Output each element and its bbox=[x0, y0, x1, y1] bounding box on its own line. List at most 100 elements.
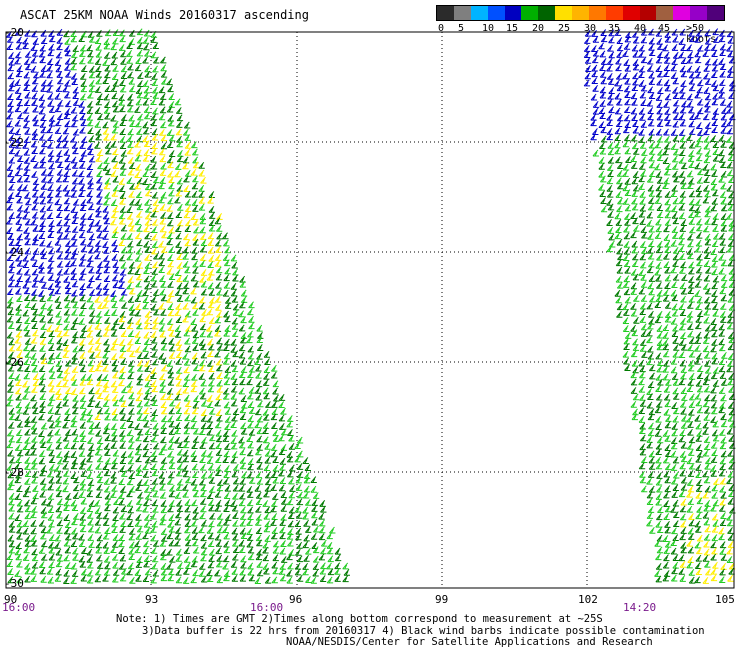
wind-barb bbox=[247, 513, 254, 520]
wind-barb bbox=[134, 64, 142, 72]
wind-barb bbox=[38, 262, 45, 269]
wind-barb bbox=[224, 499, 231, 507]
wind-barb bbox=[646, 175, 654, 183]
wind-barb bbox=[190, 415, 198, 423]
wind-barb bbox=[585, 65, 592, 72]
wind-barb bbox=[688, 211, 695, 219]
wind-barb bbox=[624, 204, 632, 212]
wind-barb bbox=[665, 450, 672, 457]
wind-barb bbox=[191, 352, 199, 360]
wind-barb bbox=[30, 344, 37, 352]
wind-barb bbox=[662, 373, 669, 381]
wind-barb bbox=[680, 455, 688, 463]
wind-barb bbox=[23, 175, 31, 183]
wind-barb bbox=[608, 36, 615, 44]
wind-barb bbox=[86, 505, 93, 513]
wind-barb bbox=[662, 182, 669, 190]
wind-barb bbox=[55, 51, 63, 59]
wind-barb bbox=[158, 113, 166, 121]
wind-barb bbox=[662, 289, 670, 296]
wind-barb bbox=[136, 91, 144, 99]
wind-barb bbox=[681, 394, 688, 401]
wind-barb bbox=[151, 409, 158, 416]
wind-barb bbox=[223, 450, 230, 458]
wind-barb bbox=[136, 177, 144, 185]
wind-barb bbox=[174, 289, 182, 296]
wind-barb bbox=[39, 161, 46, 169]
wind-barb bbox=[678, 156, 685, 164]
wind-barb bbox=[623, 42, 631, 50]
wind-barb bbox=[126, 50, 133, 57]
wind-barb bbox=[608, 240, 616, 248]
wind-barb bbox=[703, 135, 710, 143]
wind-barb bbox=[663, 70, 670, 78]
wind-barb bbox=[303, 534, 310, 542]
wind-barb bbox=[209, 434, 216, 442]
wind-barb bbox=[151, 79, 158, 86]
wind-barb bbox=[160, 211, 167, 219]
wind-barb bbox=[111, 413, 119, 421]
wind-barb bbox=[679, 400, 687, 408]
wind-barb bbox=[719, 43, 727, 51]
wind-barb bbox=[112, 148, 119, 156]
wind-barb bbox=[231, 330, 239, 337]
wind-barb bbox=[711, 255, 719, 262]
wind-barb bbox=[72, 547, 79, 555]
wind-barb bbox=[614, 232, 621, 240]
wind-barb bbox=[40, 29, 47, 37]
wind-barb bbox=[111, 553, 119, 561]
wind-barb bbox=[135, 191, 143, 199]
wind-barb bbox=[167, 85, 174, 93]
wind-barb bbox=[94, 507, 101, 514]
wind-barb bbox=[39, 295, 46, 302]
wind-barb bbox=[648, 310, 655, 318]
wind-barb bbox=[710, 71, 718, 79]
wind-barb bbox=[623, 232, 631, 240]
wind-barb bbox=[14, 239, 22, 247]
wind-barb bbox=[96, 511, 103, 519]
wind-barb bbox=[663, 385, 671, 393]
wind-barb bbox=[16, 99, 23, 107]
wind-barb bbox=[647, 260, 655, 268]
wind-barb bbox=[182, 352, 189, 360]
wind-barb bbox=[135, 574, 142, 582]
wind-barb bbox=[295, 533, 302, 541]
wind-barb bbox=[160, 436, 167, 444]
wind-barb bbox=[231, 295, 239, 303]
wind-barb bbox=[680, 44, 687, 52]
wind-barb bbox=[15, 401, 22, 409]
wind-barb bbox=[48, 119, 56, 127]
wind-barb bbox=[656, 546, 664, 554]
wind-barb bbox=[697, 79, 704, 87]
wind-barb bbox=[638, 462, 646, 470]
wind-barb bbox=[663, 128, 670, 136]
wind-barb bbox=[231, 322, 239, 330]
wind-barb bbox=[143, 392, 150, 400]
wind-barb bbox=[623, 59, 630, 66]
wind-barb bbox=[640, 330, 648, 337]
wind-barb bbox=[103, 266, 110, 274]
wind-barb bbox=[710, 204, 717, 212]
wind-barb bbox=[718, 134, 726, 142]
wind-barb bbox=[200, 422, 208, 430]
wind-barb bbox=[632, 63, 640, 71]
wind-barb bbox=[22, 443, 30, 450]
wind-barb bbox=[239, 477, 246, 485]
wind-barb bbox=[726, 547, 733, 555]
wind-barb bbox=[88, 337, 95, 345]
wind-barb bbox=[86, 576, 94, 584]
wind-barb bbox=[672, 197, 679, 205]
wind-barb bbox=[654, 141, 662, 149]
wind-barb bbox=[679, 282, 686, 290]
wind-barb bbox=[160, 553, 167, 561]
wind-barb bbox=[134, 154, 142, 162]
wind-barb bbox=[8, 338, 15, 346]
wind-barb bbox=[183, 121, 191, 129]
wind-barb bbox=[48, 476, 55, 484]
wind-barb bbox=[607, 78, 615, 85]
wind-barb bbox=[239, 519, 246, 527]
wind-barb bbox=[719, 519, 727, 526]
wind-barb bbox=[206, 359, 214, 367]
wind-barb bbox=[86, 569, 94, 577]
wind-barb bbox=[15, 93, 23, 100]
